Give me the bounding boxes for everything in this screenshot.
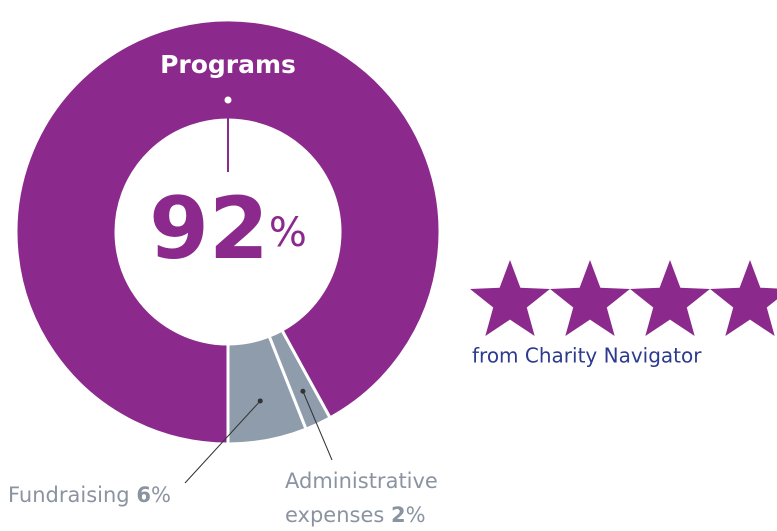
rating-star [550, 260, 630, 336]
value-label: 2% [391, 503, 426, 527]
rating-source: from Charity Navigator [472, 344, 702, 368]
category-name: expenses [285, 503, 391, 527]
donut-segment [14, 18, 442, 446]
value-label: 6% [136, 483, 171, 507]
segment-label: expenses 2% [285, 503, 426, 527]
leader-line [184, 400, 261, 484]
segment-label: Programs [160, 50, 296, 79]
segment-label: Fundraising 6% [8, 483, 171, 507]
value-label: 92% [149, 179, 307, 279]
rating-star [470, 260, 550, 336]
rating-star [630, 260, 710, 336]
leader-dot [222, 94, 234, 106]
rating-star [710, 260, 777, 336]
segment-label: Administrative [285, 469, 438, 493]
category-name: Fundraising [8, 483, 136, 507]
leader-line [302, 391, 333, 461]
